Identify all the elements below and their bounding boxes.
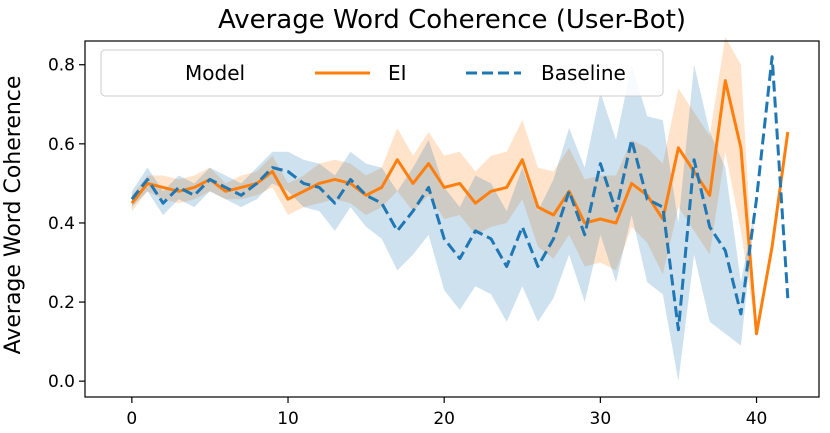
- y-axis: 0.0 0.2 0.4 0.6 0.8: [48, 56, 85, 392]
- y-tick-label: 0.2: [48, 293, 75, 313]
- plot-frame: [84, 40, 820, 398]
- y-tick-label: 0.6: [48, 135, 75, 155]
- x-tick-label: 30: [590, 409, 612, 429]
- chart-title: Average Word Coherence (User-Bot): [218, 5, 686, 35]
- x-tick-label: 20: [433, 409, 455, 429]
- y-axis-label: Average Word Coherence: [1, 76, 26, 355]
- y-tick-label: 0.4: [48, 214, 75, 234]
- series-line-ei: [130, 79, 790, 336]
- x-tick-label: 10: [277, 409, 299, 429]
- legend-entry-ei: EI: [388, 61, 407, 85]
- x-axis: 0 10 20 30 40: [126, 397, 767, 429]
- series-lines: [130, 55, 790, 336]
- y-tick-label: 0.8: [48, 56, 75, 76]
- legend-title: Model: [185, 61, 245, 85]
- y-tick-label: 0.0: [48, 372, 75, 392]
- legend-box: [100, 49, 664, 97]
- legend-entry-baseline: Baseline: [541, 61, 626, 85]
- legend: Model EI Baseline: [100, 49, 664, 97]
- series-line-baseline: [130, 55, 790, 332]
- x-tick-label: 0: [126, 409, 137, 429]
- band-baseline: [131, 56, 788, 382]
- x-tick-label: 40: [746, 409, 768, 429]
